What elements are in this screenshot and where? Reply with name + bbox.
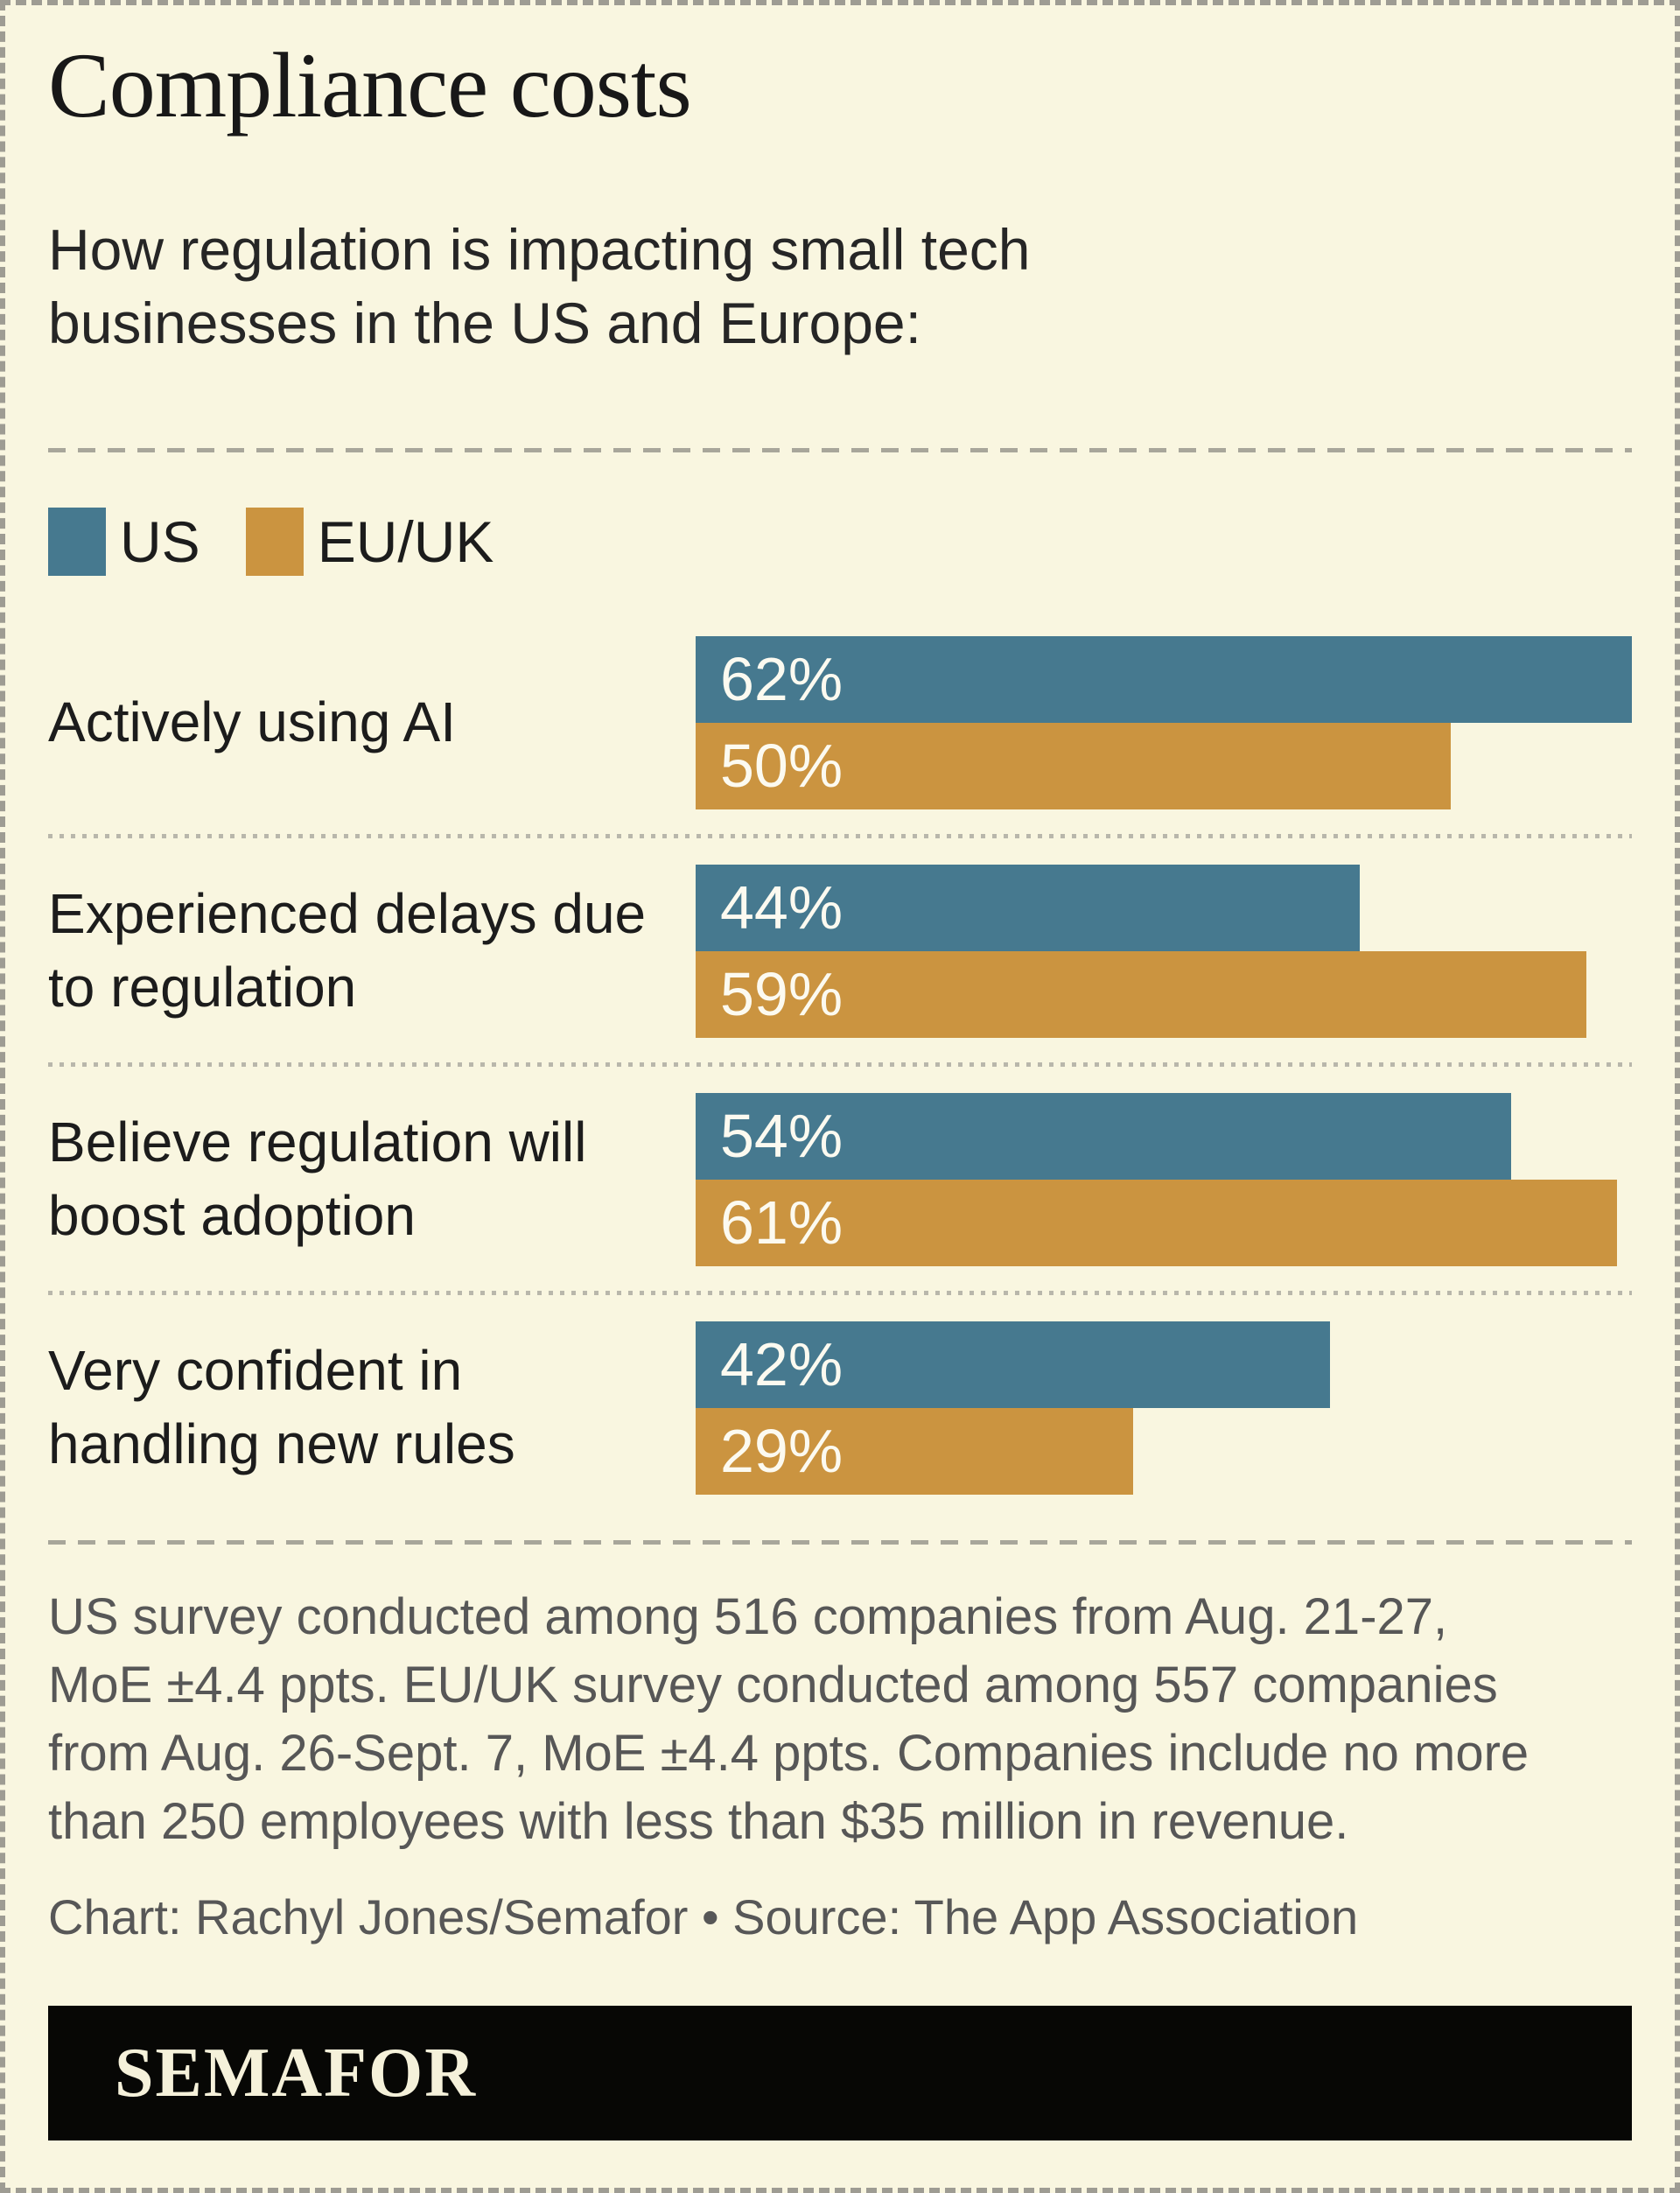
bar-pair: 42% 29% xyxy=(696,1321,1632,1495)
legend-swatch-eu-uk xyxy=(245,507,304,576)
bar-value-label: 59% xyxy=(720,960,844,1029)
legend-label: EU/UK xyxy=(317,508,494,574)
bar-us: 54% xyxy=(696,1092,1511,1180)
bar-pair: 44% 59% xyxy=(696,864,1632,1038)
bar-eu-uk: 59% xyxy=(696,950,1587,1038)
category-label: Actively using AI xyxy=(48,690,456,753)
chart-row: Experienced delays due to regulation 44% 5… xyxy=(48,864,1632,1038)
category-label: Experienced delays due to regulation xyxy=(48,882,647,1019)
bar-chart: Actively using AI 62% 50% Experienced delay… xyxy=(48,635,1632,1495)
chart-row: Very confident in handling new rules 42% 2… xyxy=(48,1321,1632,1495)
bar-value-label: 42% xyxy=(720,1330,844,1399)
credit-line: Chart: Rachyl Jones/Semafor • Source: Th… xyxy=(48,1888,1359,1944)
row-separator xyxy=(48,1290,1632,1295)
legend-label: US xyxy=(120,508,200,574)
row-separator xyxy=(48,833,1632,838)
bar-eu-uk: 29% xyxy=(696,1407,1134,1495)
bar-value-label: 29% xyxy=(720,1417,844,1486)
bar-eu-uk: 50% xyxy=(696,722,1451,809)
bar-us: 42% xyxy=(696,1321,1330,1408)
bar-us: 44% xyxy=(696,864,1361,951)
bar-value-label: 50% xyxy=(720,732,844,801)
bar-value-label: 54% xyxy=(720,1102,844,1171)
bar-pair: 54% 61% xyxy=(696,1092,1632,1266)
category-label: Very confident in handling new rules xyxy=(48,1339,515,1475)
logo-bar: SEMAFOR xyxy=(48,2006,1632,2140)
semafor-logo: SEMAFOR xyxy=(115,2034,477,2112)
bar-value-label: 62% xyxy=(720,645,844,714)
chart-row: Actively using AI 62% 50% xyxy=(48,635,1632,809)
bar-value-label: 44% xyxy=(720,873,844,942)
subtitle: How regulation is impacting small tech b… xyxy=(48,216,1031,356)
bar-eu-uk: 61% xyxy=(696,1179,1617,1266)
legend-swatch-us xyxy=(48,507,106,576)
footnote: US survey conducted among 516 companies … xyxy=(48,1587,1530,1850)
legend-item-us: US xyxy=(48,507,200,576)
page-title: Compliance costs xyxy=(48,34,692,137)
separator-bottom xyxy=(48,1539,1632,1545)
category-label: Believe regulation will boost adoption xyxy=(48,1111,587,1247)
legend: US EU/UK xyxy=(48,507,1632,577)
row-separator xyxy=(48,1061,1632,1067)
bar-us: 62% xyxy=(696,635,1632,723)
separator-top xyxy=(48,447,1632,452)
chart-row: Believe regulation will boost adoption 54… xyxy=(48,1092,1632,1266)
bar-pair: 62% 50% xyxy=(696,635,1632,809)
legend-item-eu-uk: EU/UK xyxy=(245,507,494,576)
bar-value-label: 61% xyxy=(720,1188,844,1258)
